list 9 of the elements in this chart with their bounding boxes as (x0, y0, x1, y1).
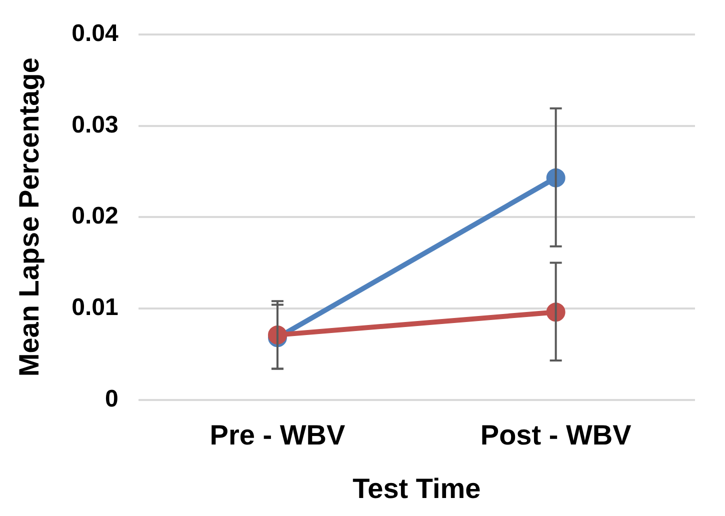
x-tick-label: Post - WBV (480, 419, 632, 450)
y-tick-label: 0.03 (72, 111, 118, 138)
y-tick-label: 0.02 (72, 202, 118, 230)
x-tick-label: Pre - WBV (210, 419, 346, 450)
x-axis-title: Test Time (352, 472, 481, 504)
y-tick-label: 0.04 (72, 20, 119, 48)
y-axis-title: Mean Lapse Percentage (14, 58, 45, 377)
y-tick-label: 0 (104, 385, 118, 412)
y-tick-label: 0.01 (72, 294, 118, 322)
